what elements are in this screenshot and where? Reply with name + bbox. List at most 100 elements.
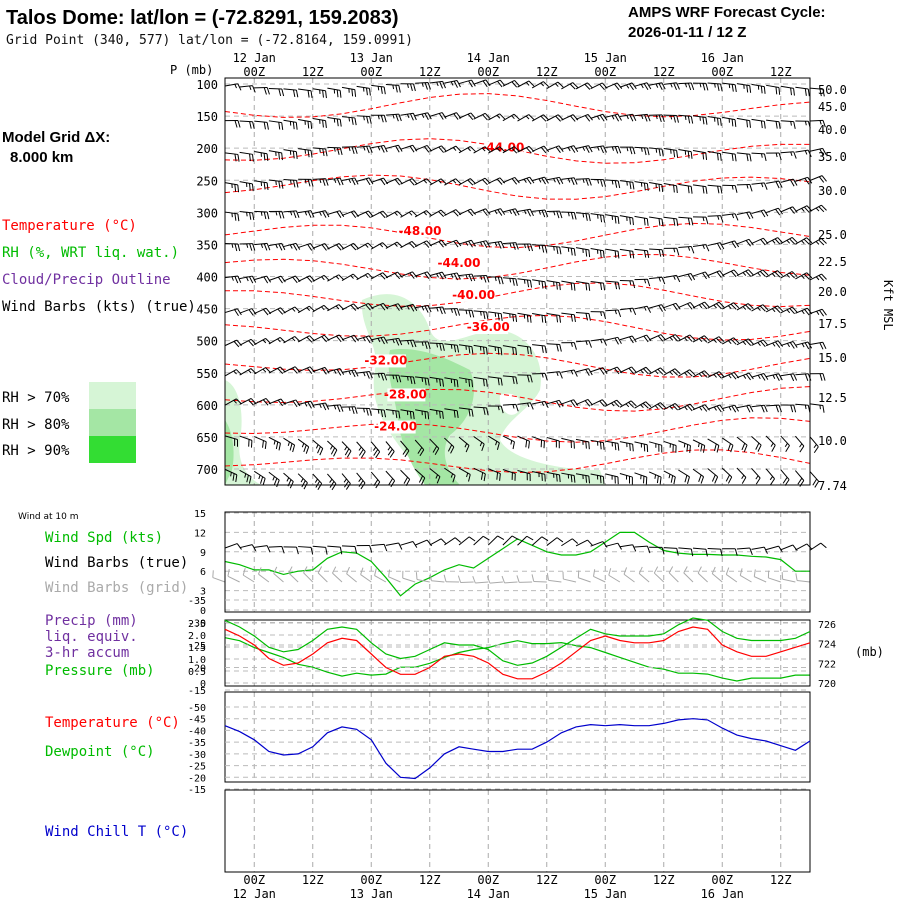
wind-barb	[809, 436, 819, 454]
wind-barb	[532, 209, 549, 218]
wind-barb	[473, 240, 491, 248]
wind-barb	[502, 469, 516, 481]
precip-tick: 2.0	[188, 631, 206, 642]
wind-barb	[780, 85, 795, 96]
bottom-hour-label: 00Z	[711, 873, 733, 887]
wind-barb	[502, 79, 520, 88]
bottom-hour-label: 00Z	[594, 873, 616, 887]
wind-barb	[765, 270, 783, 278]
wind-barb	[780, 178, 798, 187]
wind-barb	[444, 145, 462, 153]
wind-barb	[254, 210, 270, 220]
pressure-tick: 722	[818, 659, 836, 670]
bottom-hour-label: 12Z	[536, 873, 558, 887]
kft-tick-label: 45.0	[818, 100, 847, 114]
wind-barb	[634, 181, 649, 191]
wind-barb-grid	[562, 571, 577, 583]
wind-barb	[517, 80, 535, 88]
legend-wind-spd: Wind Spd (kts)	[45, 530, 163, 546]
wind-barb	[371, 84, 386, 95]
wind-barb	[254, 242, 271, 251]
wind-barb	[692, 216, 709, 225]
wind-barb	[371, 144, 388, 153]
wind-barb	[780, 271, 798, 279]
wind-barb-grid	[577, 570, 591, 583]
wind-barb-true	[385, 542, 403, 550]
wind-barb	[721, 437, 734, 453]
wind-barb	[356, 85, 371, 96]
wind-barb	[371, 210, 389, 219]
pressure-tick-label: 500	[196, 335, 218, 349]
wind-barb	[254, 398, 272, 406]
temperature-panel: -15-20-25-30-35	[188, 596, 811, 783]
wind-barb-true	[327, 545, 343, 555]
wind-barb	[473, 310, 489, 320]
wind-barb	[678, 246, 695, 254]
wind-barb	[751, 467, 761, 485]
contour-label-bg	[387, 388, 426, 402]
wind-barb	[371, 372, 388, 381]
wind-barb-true	[283, 546, 299, 555]
wind-barb-grid	[258, 567, 270, 583]
pressure-tick-label: 600	[196, 399, 218, 413]
pressure-tick: 724	[818, 640, 836, 651]
wind-chill-panel-frame	[224, 789, 811, 873]
wind-barb	[429, 306, 446, 315]
legend-rh: RH (%, WRT liq. wat.)	[2, 245, 179, 261]
wind-barb	[356, 272, 374, 281]
wind-barb	[429, 145, 447, 153]
wind-barb	[385, 409, 401, 419]
wind-barb	[385, 303, 403, 311]
pressure-tick: 726	[818, 620, 836, 631]
wind-barb	[415, 341, 431, 350]
wind-barb	[239, 469, 252, 484]
wind-barb	[736, 83, 752, 93]
wind-barb	[239, 151, 254, 162]
wind-barb-grid	[273, 566, 284, 583]
wind-barb	[809, 308, 827, 317]
wind-barb	[780, 404, 797, 413]
wind-barb	[634, 441, 649, 453]
wind-barb	[254, 436, 267, 449]
wind-barb	[707, 82, 723, 92]
wind-barb-grid	[608, 568, 621, 583]
wind-barb	[546, 210, 563, 219]
wind-barb	[224, 83, 242, 91]
wind-barb	[224, 435, 239, 447]
wind-barb	[458, 467, 471, 482]
wind-barb	[649, 82, 666, 91]
wind-barb	[736, 269, 754, 277]
wind-barb	[663, 82, 680, 91]
wind-barb	[590, 473, 605, 484]
wind-barb	[224, 275, 242, 284]
wind-barb	[224, 398, 242, 406]
wind-chill-line	[224, 718, 811, 780]
rh-shading-region	[225, 380, 262, 485]
wind-barb	[663, 470, 676, 485]
wind-barb	[649, 276, 666, 285]
wind-barb	[327, 367, 345, 376]
pressure-line	[224, 637, 810, 682]
wind-barb	[356, 407, 372, 416]
wind-barb	[809, 119, 826, 128]
wind-barb	[809, 341, 827, 350]
wind-barb	[473, 177, 491, 186]
wind-barb	[224, 243, 241, 252]
wind-barb	[736, 404, 754, 413]
wind-barb	[795, 272, 813, 280]
wind-barb	[312, 210, 330, 218]
wind-barb	[678, 183, 693, 194]
wind-barb	[356, 371, 373, 379]
wind-barb	[341, 473, 351, 490]
kft-msl-label: Kft MSL	[881, 280, 895, 331]
wind-barb	[663, 334, 681, 342]
wind-barb-true	[663, 547, 679, 556]
wind-barb-grid	[653, 566, 665, 583]
wind-barb	[605, 309, 622, 318]
wind-barb	[605, 399, 623, 408]
top-hour-label: 12Z	[302, 65, 324, 79]
wind-barb	[298, 400, 315, 409]
wind-barb	[809, 403, 825, 413]
wind-barb	[400, 271, 418, 279]
precip-tick: 0.5	[188, 667, 206, 678]
